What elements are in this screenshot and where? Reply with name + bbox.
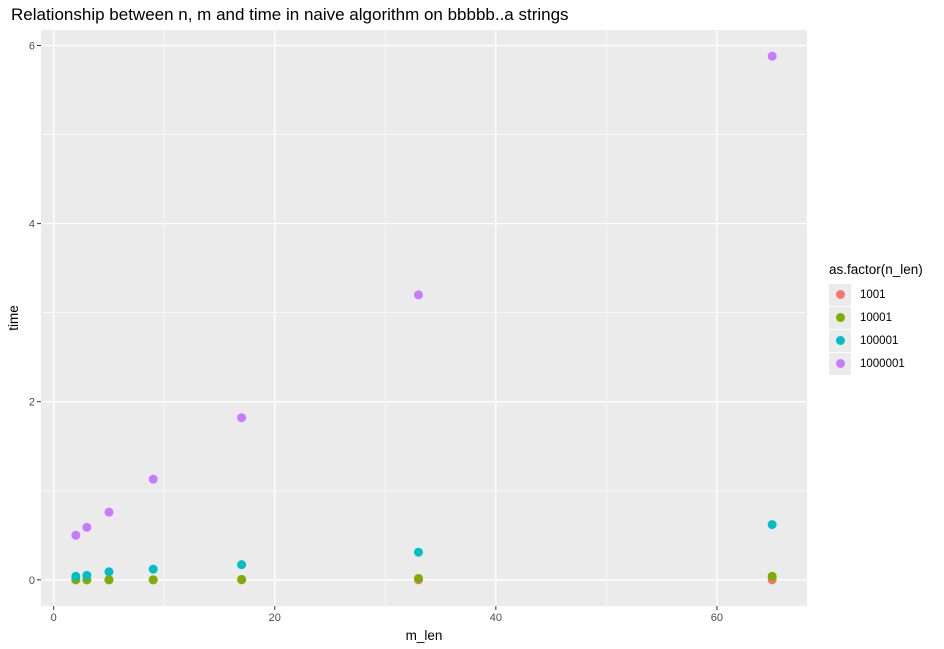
legend-key <box>829 329 851 352</box>
data-point-1000001 <box>413 290 423 300</box>
data-point-1000001 <box>104 507 114 517</box>
x-tick-label: 40 <box>490 612 502 624</box>
data-point-10001 <box>767 571 777 581</box>
y-axis-label: time <box>6 305 21 331</box>
y-tick-label: 4 <box>29 219 35 231</box>
x-tick-label: 60 <box>711 612 723 624</box>
legend-dot-icon <box>835 359 845 368</box>
data-point-100001 <box>413 547 423 557</box>
minor-gridlines <box>41 30 807 606</box>
plot-panel <box>41 30 807 606</box>
data-point-10001 <box>413 573 423 583</box>
legend-key <box>829 306 851 329</box>
data-point-100001 <box>71 571 81 581</box>
x-axis-label: m_len <box>406 628 443 643</box>
data-point-100001 <box>237 560 247 570</box>
legend-key <box>829 352 851 375</box>
data-point-10001 <box>237 574 247 584</box>
legend-label: 100001 <box>860 334 899 347</box>
legend-dot-icon <box>835 313 845 322</box>
legend-label: 10001 <box>860 311 892 324</box>
data-points <box>71 51 777 585</box>
data-point-100001 <box>148 564 158 574</box>
legend-dot-icon <box>835 336 845 345</box>
data-point-1000001 <box>148 474 158 484</box>
data-point-1000001 <box>82 522 92 532</box>
legend-label: 1001 <box>860 288 886 301</box>
legend-dot-icon <box>835 290 845 299</box>
major-gridlines <box>41 30 807 606</box>
data-point-1000001 <box>71 530 81 540</box>
y-tick-label: 0 <box>29 575 35 587</box>
data-point-100001 <box>104 567 114 577</box>
data-point-10001 <box>104 575 114 585</box>
x-axis: 0 20 40 60 <box>51 606 723 624</box>
legend-label: 1000001 <box>860 357 905 370</box>
x-tick-label: 0 <box>51 612 57 624</box>
legend-item-1000001: 1000001 <box>829 352 923 375</box>
y-tick-label: 6 <box>29 40 35 52</box>
legend-item-10001: 10001 <box>829 306 923 329</box>
data-point-1000001 <box>767 51 777 61</box>
data-point-100001 <box>82 570 92 580</box>
legend-title: as.factor(n_len) <box>829 262 923 277</box>
data-point-100001 <box>767 520 777 530</box>
y-tick-label: 2 <box>29 397 35 409</box>
chart-title: Relationship between n, m and time in na… <box>11 5 569 24</box>
legend: as.factor(n_len) 1001 10001 100001 1000001 <box>829 262 923 375</box>
x-tick-label: 20 <box>269 612 281 624</box>
data-point-10001 <box>148 575 158 585</box>
data-point-1000001 <box>237 413 247 423</box>
legend-item-100001: 100001 <box>829 329 923 352</box>
y-axis: 0 2 4 6 <box>29 40 41 587</box>
legend-item-1001: 1001 <box>829 283 923 306</box>
legend-key <box>829 283 851 306</box>
